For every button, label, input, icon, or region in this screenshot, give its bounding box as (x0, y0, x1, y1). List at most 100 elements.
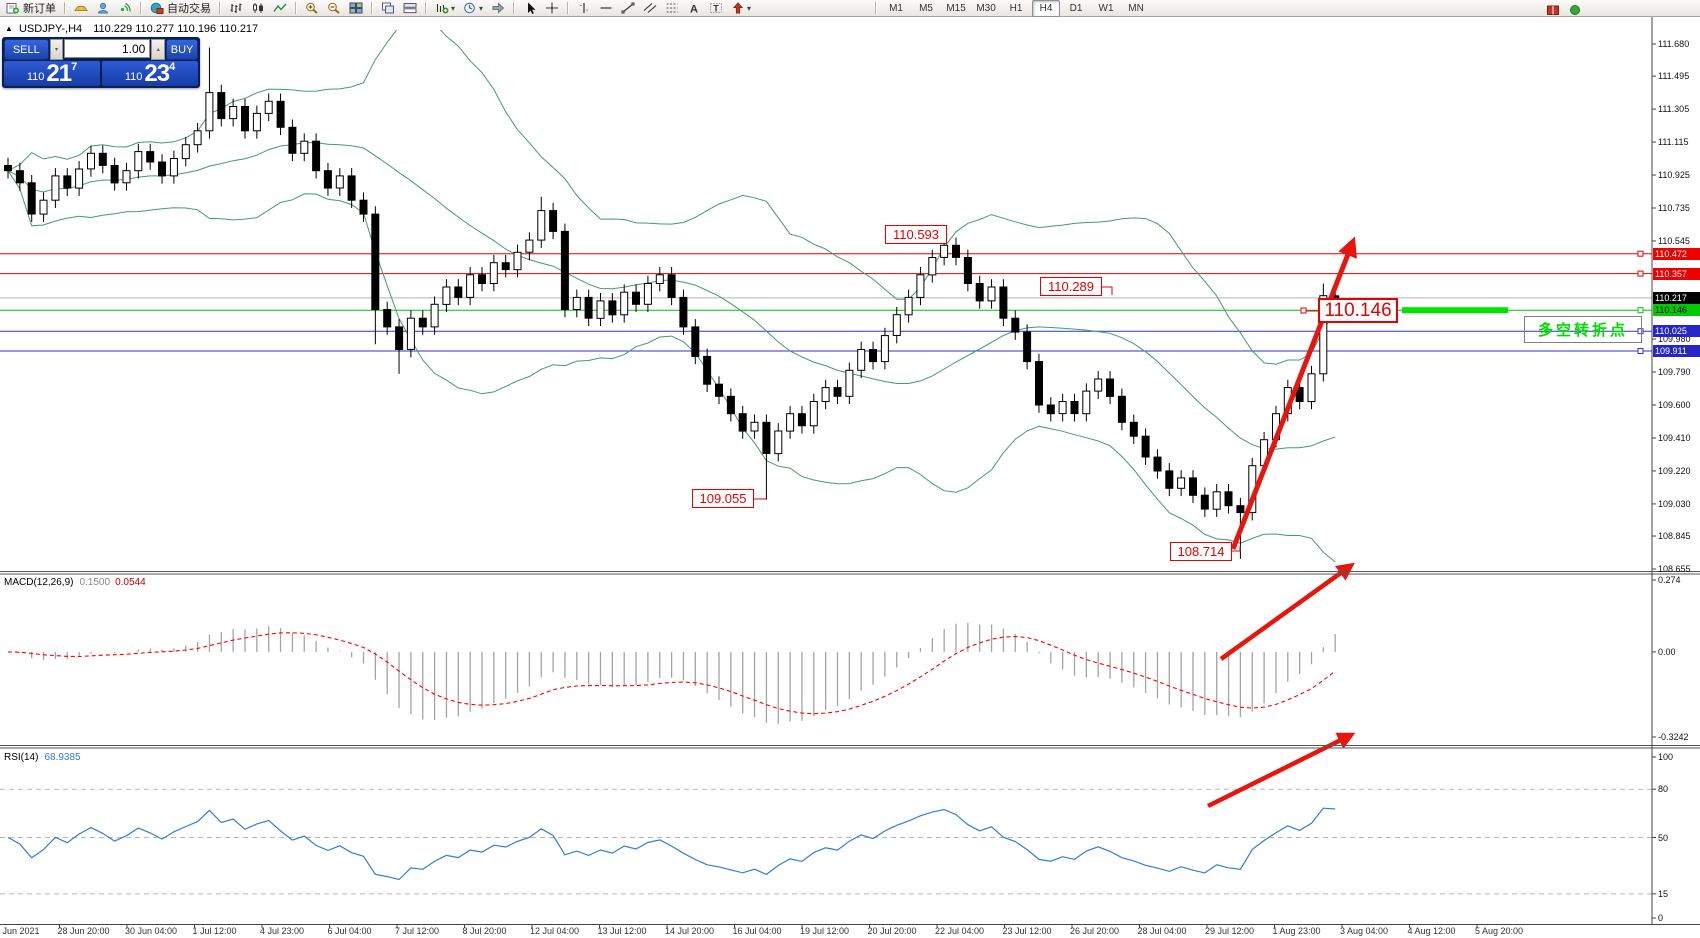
candle-bear (241, 106, 249, 132)
toolbar-zoom-out-button[interactable] (324, 0, 344, 17)
toolbar-community-button[interactable] (93, 0, 113, 17)
candle-bear (691, 326, 700, 357)
candle-bull (134, 151, 143, 172)
trend-arrow-rsi[interactable] (1206, 732, 1356, 809)
autotrading-icon (150, 2, 164, 14)
candle-bear (1046, 404, 1055, 415)
volume-input[interactable] (64, 39, 151, 58)
time-axis-label: 19 Jul 12:00 (800, 926, 850, 936)
toolbar-arrows-tool-button[interactable]: ▾ (728, 0, 754, 17)
buy-button[interactable]: BUY (166, 39, 199, 60)
docs-icon (1547, 5, 1559, 15)
trend-arrow-macd[interactable] (1219, 562, 1355, 661)
candle-bear (1023, 331, 1032, 363)
time-axis-label: 30 Jun 04:00 (125, 926, 178, 936)
price-callout[interactable]: 110.289 (1040, 277, 1102, 296)
macd-histogram (19, 622, 1336, 724)
candle-bear (667, 274, 676, 298)
buy-price-button[interactable]: 110 23 4 (102, 61, 198, 86)
time-axis-label: 25 Jun 2021 (0, 926, 40, 936)
toolbar-periods-button[interactable]: ▾ (460, 0, 486, 17)
timeframe-h4-button[interactable]: H4 (1032, 0, 1061, 17)
timeframe-mn-button[interactable]: MN (1128, 2, 1144, 14)
timeframe-w1-button[interactable]: W1 (1098, 2, 1114, 14)
line-handle[interactable] (1637, 250, 1644, 257)
toolbar-docs-button[interactable] (1543, 1, 1563, 18)
toolbar-new-order-button[interactable]: 新订单 (3, 0, 59, 17)
candle-bear (703, 355, 712, 385)
toolbar-metaquotes-button[interactable] (71, 0, 91, 17)
toolbar-channel-tool-button[interactable] (640, 0, 660, 17)
toolbar-cursor-button[interactable] (520, 0, 540, 17)
toolbar: 新订单 自动交易 ▾ ▾ A T ▾ M1 M5 M15 M30 H1 H4 D1 W1 MN (0, 0, 1700, 17)
price-callout[interactable]: 110.146 (1318, 298, 1398, 323)
toolbar-tile-windows-button[interactable] (346, 0, 366, 17)
toolbar-vertical-line-tool-button[interactable] (574, 0, 594, 17)
timeframe-m5-button[interactable]: M5 (919, 2, 933, 14)
price-callout[interactable]: 110.593 (885, 225, 947, 244)
toolbar-arrange-windows-button[interactable] (400, 0, 420, 17)
timeframe-m30-button[interactable]: M30 (976, 2, 996, 14)
tick-direction-icon: ▲ (5, 24, 13, 33)
line-handle[interactable] (1637, 307, 1644, 314)
toolbar-horizontal-line-tool-button[interactable] (596, 0, 616, 17)
bull-bear-turning-point-note[interactable]: 多空转折点 (1524, 316, 1642, 343)
toolbar-autotrading-button[interactable]: 自动交易 (147, 0, 214, 17)
candle-bear (27, 182, 36, 215)
toolbar-text-label-tool-button[interactable]: T (706, 0, 726, 17)
line-handle[interactable] (1637, 270, 1644, 277)
green-highlight-bar[interactable] (1402, 307, 1508, 314)
price-callout[interactable]: 108.714 (1170, 542, 1232, 561)
timeframe-h1-button[interactable]: H1 (1009, 2, 1023, 14)
price-callout[interactable]: 109.055 (692, 489, 754, 508)
trend-arrow-main[interactable] (1230, 236, 1357, 550)
toolbar-zoom-in-button[interactable] (302, 0, 322, 17)
pane-separator[interactable] (0, 747, 1700, 749)
trendline-tool-icon (621, 2, 635, 14)
toolbar-crosshair-button[interactable] (542, 0, 562, 17)
toolbar-auto-scroll-button[interactable] (488, 0, 508, 17)
toolbar-fibonacci-tool-button[interactable] (662, 0, 682, 17)
toolbar-cascade-windows-button[interactable] (378, 0, 398, 17)
macd-label: MACD(12,26,9) 0.1500 0.0544 (4, 577, 146, 588)
price-axis-label: 109.980 (1658, 334, 1691, 345)
buy-price-prefix: 110 (124, 71, 143, 83)
candle-bear (726, 395, 735, 415)
volume-increase-button[interactable]: ▴ (151, 39, 166, 60)
toolbar-status-button[interactable] (1565, 1, 1585, 18)
candle-bull (809, 401, 818, 427)
pane-separator[interactable] (0, 924, 1700, 925)
candle-bull (1307, 373, 1316, 403)
timeframe-d1-button[interactable]: D1 (1069, 2, 1083, 14)
toolbar-bar-chart-mode-button[interactable] (226, 0, 246, 17)
candle-chart-mode-icon (253, 3, 263, 13)
toolbar-line-chart-mode-button[interactable] (270, 0, 290, 17)
callout-handle[interactable] (1300, 307, 1307, 314)
candle-bull (940, 244, 949, 258)
pane-separator[interactable] (0, 571, 1700, 572)
sell-button[interactable]: SELL (4, 39, 49, 60)
toolbar-signals-button[interactable] (115, 0, 135, 17)
candle-bear (98, 152, 107, 166)
pane-separator[interactable] (0, 573, 1700, 575)
candle-bear (1070, 401, 1079, 415)
candle-bear (146, 151, 155, 163)
callout-connector (1232, 546, 1241, 552)
toolbar-trendline-tool-button[interactable] (618, 0, 638, 17)
time-axis-label: 22 Jul 04:00 (935, 926, 985, 936)
line-handle[interactable] (1637, 348, 1644, 354)
sell-price-button[interactable]: 110 21 7 (4, 61, 100, 86)
pane-separator[interactable] (0, 745, 1700, 746)
candle-bear (217, 92, 226, 120)
toolbar-text-tool-button[interactable]: A (684, 0, 704, 17)
zoom-in-icon (306, 2, 318, 14)
time-axis-label: 1 Aug 23:00 (1272, 926, 1321, 936)
toolbar-separator (425, 2, 427, 14)
toolbar-candle-chart-mode-button[interactable] (248, 0, 268, 17)
volume-decrease-button[interactable]: ▾ (49, 39, 64, 60)
timeframe-m1-button[interactable]: M1 (889, 2, 903, 14)
line-handle[interactable] (1637, 328, 1644, 335)
toolbar-new-chart-button[interactable]: ▾ (432, 0, 458, 17)
timeframe-m15-button[interactable]: M15 (946, 2, 966, 14)
auto-scroll-icon (492, 2, 505, 14)
